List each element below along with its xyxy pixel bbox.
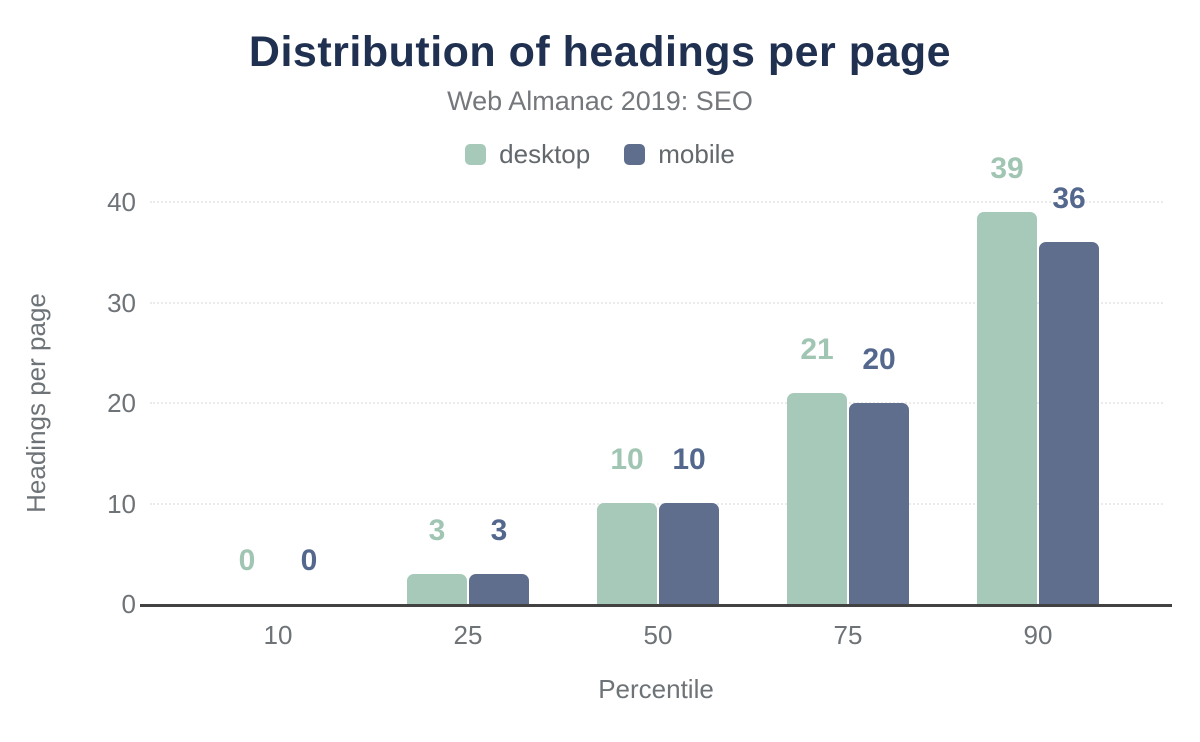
y-gridline-40 [150,201,1163,203]
bar-desktop-p90 [977,212,1037,604]
bar-desktop-p75 [787,393,847,604]
x-tick-label-50: 50 [643,620,673,650]
y-gridline-10 [150,502,1163,505]
bar-value-label-mobile-p90: 36 [1052,182,1086,215]
legend-label-desktop: desktop [499,138,591,169]
bar-mobile-p75 [849,403,909,604]
chart-title: Distribution of headings per page [248,28,952,76]
bar-value-label-mobile-p10: 0 [300,544,318,577]
chart-subtitle: Web Almanac 2019: SEO [447,86,753,116]
bar-value-label-mobile-p75: 20 [862,343,896,376]
legend-label-mobile: mobile [658,138,735,169]
y-tick-label-20: 20 [107,388,136,418]
x-axis-title: Percentile [598,674,714,704]
y-tick-label-30: 30 [107,287,136,318]
y-axis-title: Headings per page [21,293,51,513]
bar-mobile-p90 [1039,242,1099,604]
bar-desktop-p25 [407,574,467,604]
bar-value-label-mobile-p50: 10 [672,443,706,476]
legend-swatch-desktop [465,143,487,165]
bar-value-label-desktop-p25: 3 [428,514,446,547]
bar-value-label-desktop-p10: 0 [238,544,256,577]
bar-mobile-p25 [469,574,529,604]
y-gridline-20 [150,402,1163,404]
y-tick-label-10: 10 [107,488,136,519]
x-tick-label-90: 90 [1023,620,1053,650]
bar-value-label-desktop-p50: 10 [610,443,644,476]
y-tick-label-0: 0 [121,589,136,619]
bar-value-label-mobile-p25: 3 [490,514,508,547]
x-tick-label-25: 25 [453,620,483,650]
legend-item-desktop[interactable]: desktop [465,139,590,170]
bar-value-label-desktop-p90: 39 [990,152,1024,185]
bar-mobile-p50 [659,503,719,604]
y-tick-label-40: 40 [107,187,136,217]
x-tick-label-75: 75 [833,620,863,650]
legend: desktop mobile [0,139,1200,169]
bar-desktop-p50 [597,503,657,604]
x-axis-line [140,604,1172,607]
x-tick-label-10: 10 [263,620,293,650]
legend-swatch-mobile [624,143,646,165]
legend-item-mobile[interactable]: mobile [624,139,735,170]
y-gridline-30 [150,301,1163,304]
bar-value-label-desktop-p75: 21 [800,333,834,366]
